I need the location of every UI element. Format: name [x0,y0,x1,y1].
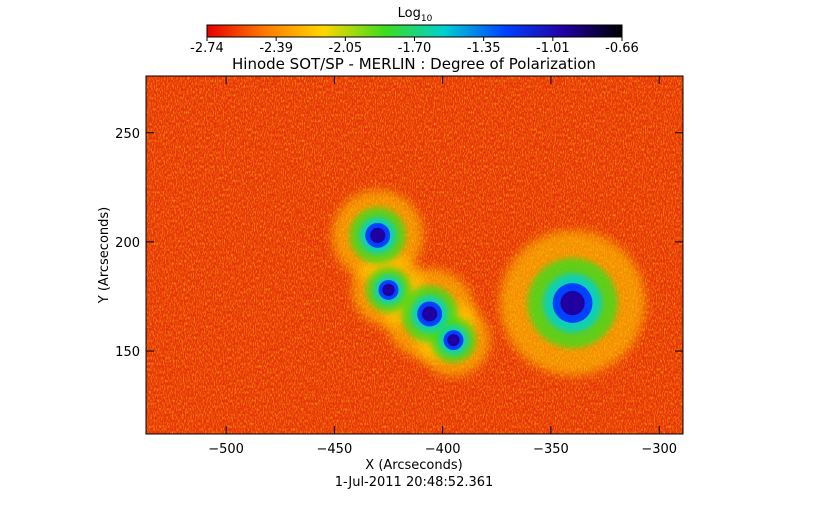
y-tick-label: 150 [115,345,140,360]
colorbar-tick-label: -2.05 [329,41,363,56]
x-tick-label: −300 [641,442,677,457]
y-tick-label: 200 [115,236,140,251]
x-tick-label: −400 [425,442,461,457]
colorbar-tick-label: -1.70 [398,41,432,56]
colorbar-tick-label: -1.01 [536,41,570,56]
y-axis-label: Y (Arcseconds) [97,207,112,304]
colorbar-tick-label: -1.35 [467,41,501,56]
x-tick-label: −350 [533,442,569,457]
x-ticks: −500 −450 −400 −350 −300 [208,76,677,457]
spot-umbra [447,334,460,347]
heatmap-image [146,76,683,434]
heatmap-features [332,189,646,377]
y-ticks: 150 200 250 [115,127,683,360]
timestamp: 1-Jul-2011 20:48:52.361 [335,475,494,490]
colorbar-tick-label: -0.66 [605,41,639,56]
y-tick-label: 250 [115,127,140,142]
x-axis-label: X (Arcseconds) [365,458,462,473]
spot-umbra [370,227,386,243]
colorbar-tick-label: -2.39 [259,41,293,56]
spot-umbra [422,306,438,322]
colorbar [206,24,623,38]
plot-frame [145,75,684,435]
spot-umbra [560,290,585,316]
colorbar-ticks: -2.74 -2.39 -2.05 -1.70 -1.35 -1.01 -0.66 [190,37,639,56]
spot-umbra [382,283,395,296]
x-tick-label: −500 [208,442,244,457]
colorbar-label: Log10 [398,6,433,24]
x-tick-label: −450 [317,442,353,457]
chart-title: Hinode SOT/SP - MERLIN : Degree of Polar… [232,55,596,73]
colorbar-tick-label: -2.74 [190,41,224,56]
